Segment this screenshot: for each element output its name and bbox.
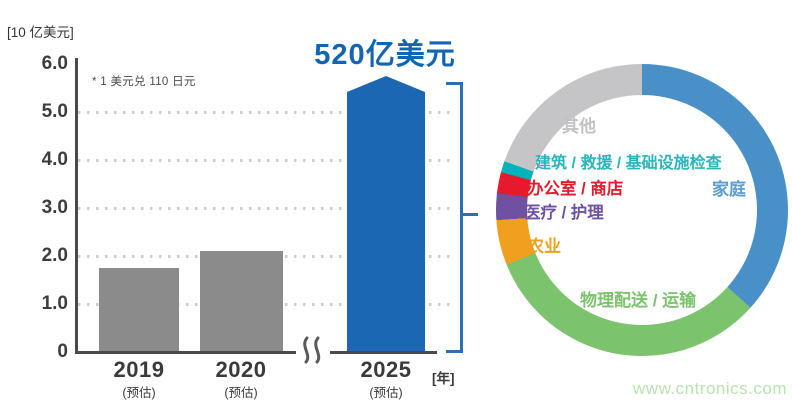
y-axis-unit-label: [10 亿美元] [7,25,74,40]
bar-2019 [99,268,179,352]
y-axis-tick-label: 3.0 [41,197,68,218]
bar-2025 [347,76,425,352]
bracket-bottom-arm [446,350,463,353]
y-axis-tick-label: 6.0 [41,53,68,74]
donut-chart: 其他 建筑 / 救援 / 基础设施检查 办公室 / 商店 家庭 医疗 / 护理 … [496,64,788,356]
gridline [78,207,452,210]
y-axis-tick-label: 0 [57,341,68,362]
x-label-year: 2019 [113,357,165,382]
gridline [78,159,452,162]
x-axis-line [75,351,437,354]
y-axis-tick-label: 2.0 [41,245,68,266]
x-label-sublabel: (预估) [369,386,403,400]
x-label-2020: 2020 (预估) [181,359,301,401]
highlight-value-label: 520亿美元 [314,39,456,71]
x-label-2025: 2025 (预估) [326,359,446,401]
x-axis-unit-label: [年] [432,371,455,386]
bracket-vertical-line [460,82,463,353]
x-label-2019: 2019 (预估) [79,359,199,401]
donut-label-construction: 建筑 / 救援 / 基础设施检查 [535,155,722,172]
x-label-year: 2020 [215,357,267,382]
bar-2020 [200,251,283,352]
x-label-sublabel: (预估) [122,386,156,400]
donut-label-agriculture: 农业 [527,237,561,256]
bracket-middle-tick [460,213,478,216]
donut-label-office-shop: 办公室 / 商店 [527,180,624,198]
donut-label-home: 家庭 [712,180,746,199]
bracket-top-arm [446,82,463,85]
watermark: www.cntronics.com [633,379,787,398]
y-axis-line [75,58,78,352]
y-axis-tick-label: 4.0 [41,149,68,170]
exchange-rate-note: * 1 美元兑 110 日元 [92,76,196,88]
donut-hole [527,95,757,325]
y-axis-tick-label: 5.0 [41,101,68,122]
gridline [78,111,452,114]
axis-break-icon [296,334,330,366]
y-axis: 6.0 5.0 4.0 3.0 2.0 1.0 0 [0,0,68,413]
donut-label-other: 其他 [562,117,596,136]
donut-label-delivery: 物理配送 / 运输 [580,291,697,310]
donut-label-medical-care: 医疗 / 护理 [524,204,604,222]
y-axis-tick-label: 1.0 [41,293,68,314]
x-label-year: 2025 [360,357,412,382]
x-label-sublabel: (预估) [224,386,258,400]
